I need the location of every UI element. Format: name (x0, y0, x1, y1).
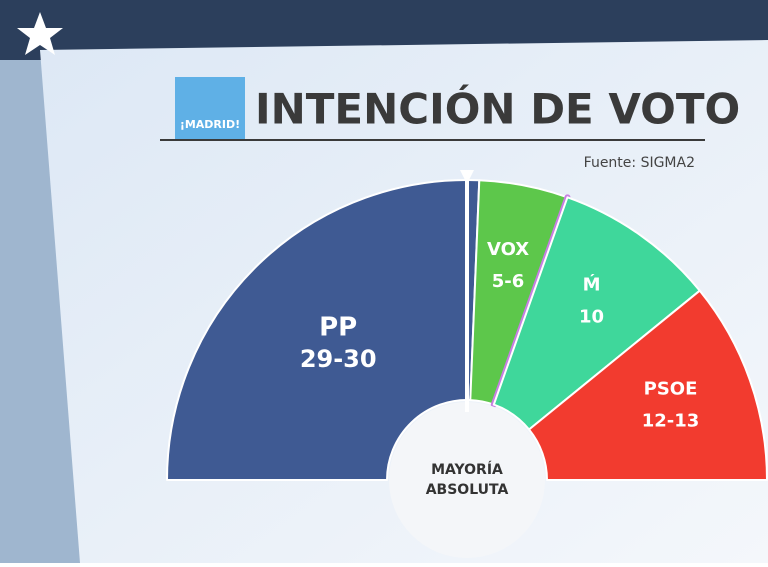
party-name: PSOE (644, 379, 698, 400)
party-name: Ḿ (583, 274, 601, 296)
center-label: MAYORÍA (431, 461, 503, 478)
plot: PP29-30VOX5-60Ḿ10PSOE12-13MAYORÍAABSOLUT… (166, 170, 768, 558)
logo-text: ¡MADRID! (180, 118, 240, 131)
majority-arrow (460, 170, 474, 184)
seat-label: 12-13 (642, 411, 700, 432)
chart-title: INTENCIÓN DE VOTO (255, 84, 740, 134)
seat-segment (492, 196, 701, 431)
seat-label: 10 (579, 307, 604, 328)
channel-logo (17, 12, 63, 55)
center-disc (389, 402, 545, 558)
seat-segment (166, 179, 481, 481)
source: Fuente: SIGMA2 (584, 155, 695, 171)
center-label: ABSOLUTA (426, 482, 509, 498)
seat-label: 5-6 (492, 271, 525, 292)
madrid-logo (175, 77, 245, 139)
party-name: VOX (487, 239, 529, 260)
seat-segment (528, 289, 768, 481)
seat-label: 29-30 (300, 345, 377, 373)
party-name: PP (319, 312, 357, 342)
